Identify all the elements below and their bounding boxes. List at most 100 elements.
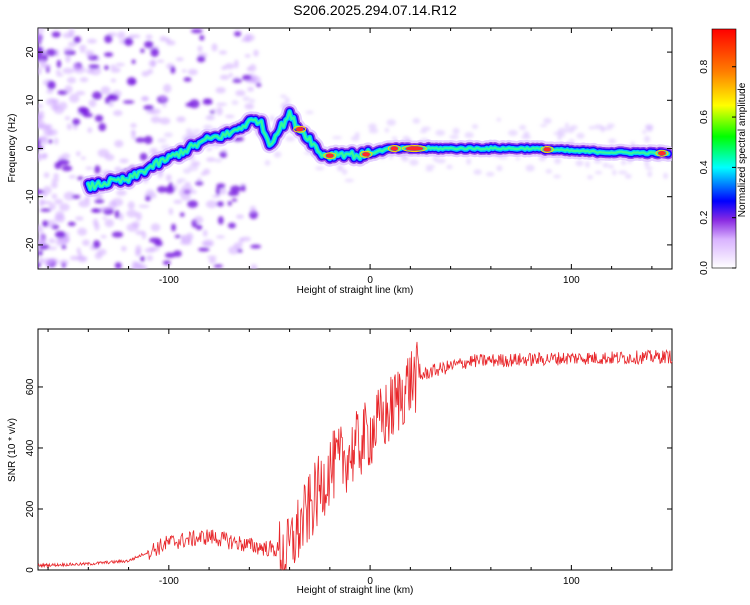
noise-blob	[87, 127, 93, 133]
spectrogram-x-tick-label: 0	[367, 275, 373, 286]
spectrogram-y-tick-label: 0	[25, 145, 36, 151]
noise-blob	[60, 237, 68, 246]
noise-blob	[82, 113, 93, 118]
noise-blob	[61, 244, 67, 250]
noise-blob	[350, 135, 360, 142]
noise-blob	[41, 258, 53, 265]
noise-blob	[181, 184, 193, 193]
noise-blob	[188, 164, 199, 171]
noise-blob	[401, 155, 409, 162]
colorbar-tick-label: 0.0	[699, 261, 710, 275]
noise-blob	[620, 160, 627, 166]
noise-blob	[148, 60, 157, 67]
noise-blob	[588, 126, 595, 130]
noise-blob	[47, 246, 58, 250]
noise-blob	[566, 127, 575, 134]
noise-blob	[575, 160, 584, 167]
noise-blob	[68, 41, 77, 47]
ridge-peak-halo	[540, 145, 554, 153]
noise-blob	[217, 216, 224, 225]
noise-blob	[42, 201, 53, 205]
noise-blob	[170, 66, 176, 74]
noise-blob	[130, 80, 137, 84]
noise-blob	[105, 96, 111, 104]
noise-blob	[285, 136, 296, 142]
snr-y-tick-label: 200	[25, 500, 36, 517]
noise-blob	[177, 178, 187, 182]
noise-blob	[249, 205, 257, 214]
ridge-peak-halo	[293, 125, 307, 133]
noise-blob	[78, 199, 91, 208]
noise-blob	[66, 123, 73, 130]
noise-blob	[608, 138, 617, 144]
noise-blob	[587, 175, 594, 180]
noise-blob	[75, 90, 86, 96]
noise-blob	[545, 169, 553, 174]
noise-blob	[80, 156, 86, 160]
ridge-peak	[405, 146, 424, 151]
noise-blob	[100, 86, 111, 95]
noise-blob	[663, 172, 669, 179]
noise-blob	[164, 252, 176, 258]
noise-blob	[67, 221, 76, 227]
noise-blob	[38, 224, 42, 229]
noise-blob	[104, 65, 109, 70]
noise-blob	[515, 156, 521, 161]
noise-blob	[145, 195, 151, 202]
noise-blob	[174, 234, 181, 239]
noise-blob	[88, 99, 97, 108]
noise-blob	[154, 240, 163, 247]
noise-blob	[219, 74, 230, 80]
snr-x-tick-label: -100	[159, 576, 179, 587]
noise-blob	[50, 181, 58, 189]
noise-blob	[92, 208, 100, 213]
noise-blob	[93, 240, 101, 249]
noise-blob	[65, 53, 71, 63]
noise-blob	[585, 161, 590, 168]
spectrogram-y-axis-label: Frequency (Hz)	[7, 114, 18, 183]
noise-blob	[279, 94, 287, 99]
noise-blob	[61, 153, 71, 160]
noise-blob	[54, 198, 63, 205]
noise-blob	[224, 63, 235, 70]
noise-blob	[409, 159, 419, 166]
noise-blob	[38, 38, 43, 43]
noise-blob	[202, 99, 213, 105]
noise-blob	[602, 127, 613, 131]
noise-blob	[163, 83, 172, 93]
noise-blob	[157, 172, 164, 179]
noise-blob	[244, 103, 255, 110]
noise-blob	[79, 77, 89, 83]
spectrogram-blobs	[38, 28, 669, 269]
noise-blob	[48, 238, 56, 244]
noise-blob	[435, 129, 446, 136]
noise-blob	[183, 167, 192, 174]
noise-blob	[168, 182, 173, 191]
noise-blob	[576, 132, 585, 139]
noise-blob	[114, 139, 124, 148]
noise-blob	[131, 131, 136, 140]
noise-blob	[54, 49, 60, 57]
noise-blob	[57, 159, 70, 166]
colorbar-ticks: 0.0 0.2 0.4 0.6 0.8	[699, 59, 736, 275]
noise-blob	[114, 210, 120, 219]
noise-blob	[157, 138, 167, 143]
noise-blob	[40, 137, 49, 141]
noise-blob	[72, 62, 78, 70]
noise-blob	[159, 117, 171, 125]
noise-blob	[273, 151, 282, 158]
noise-blob	[140, 255, 145, 262]
noise-blob	[82, 239, 90, 246]
noise-blob	[150, 223, 161, 232]
noise-blob	[225, 114, 235, 119]
noise-blob	[196, 55, 206, 63]
snr-x-tick-label: 100	[563, 576, 580, 587]
noise-blob	[63, 47, 73, 53]
noise-blob	[236, 214, 244, 219]
noise-blob	[40, 208, 52, 212]
noise-blob	[521, 134, 532, 140]
noise-blob	[104, 34, 113, 44]
colorbar-tick-label: 0.6	[699, 110, 710, 124]
noise-blob	[645, 166, 653, 170]
noise-blob	[240, 184, 246, 192]
